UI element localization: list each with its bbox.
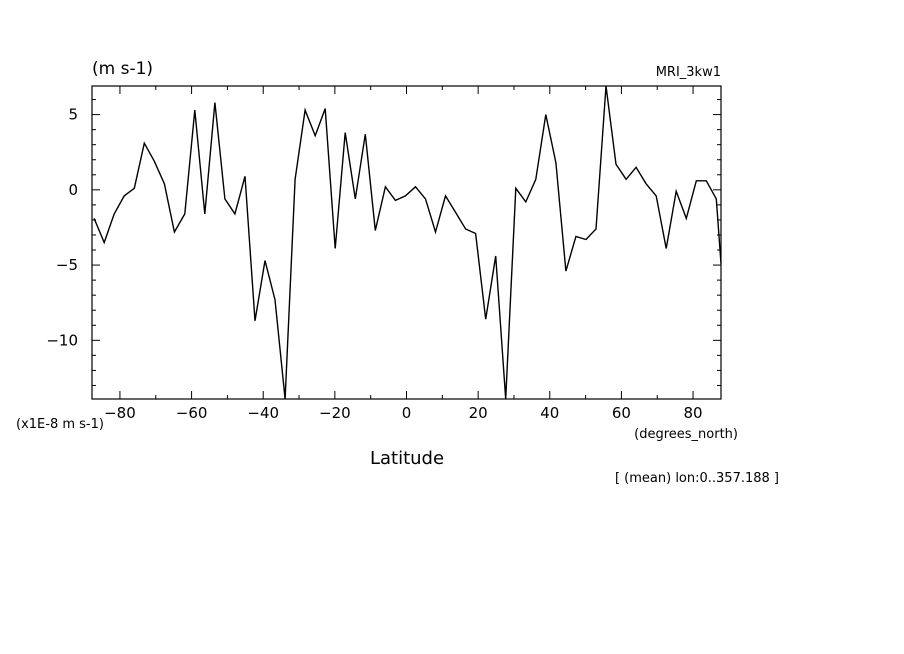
units-label: (m s-1) <box>92 59 153 79</box>
x-tick-label: −20 <box>319 404 351 422</box>
x-units-label: (degrees_north) <box>634 427 738 442</box>
x-axis-title: Latitude <box>370 448 444 469</box>
x-tick-label: −80 <box>104 404 136 422</box>
y-tick-label: −10 <box>46 331 78 349</box>
y-tick-label: 5 <box>68 106 78 124</box>
scale-note: (x1E-8 m s-1) <box>16 417 104 432</box>
y-tick-label: 0 <box>68 181 78 199</box>
plot-frame <box>91 85 722 400</box>
x-tick-label: −60 <box>176 404 208 422</box>
y-tick-label: −5 <box>56 256 78 274</box>
x-tick-label: 20 <box>469 404 488 422</box>
model-label: MRI_3kw1 <box>656 65 721 80</box>
x-tick-label: 40 <box>540 404 559 422</box>
x-tick-label: 0 <box>402 404 412 422</box>
x-tick-label: 60 <box>612 404 631 422</box>
y-axis-ticks: 5 0 −5 −10 <box>46 99 721 386</box>
x-axis-ticks: −80 −60 −40 −20 0 20 40 60 80 <box>104 86 703 422</box>
data-series-line <box>93 85 722 400</box>
x-tick-label: −40 <box>247 404 279 422</box>
x-tick-label: 80 <box>684 404 703 422</box>
mean-annotation: [ (mean) lon:0..357.188 ] <box>615 471 779 486</box>
